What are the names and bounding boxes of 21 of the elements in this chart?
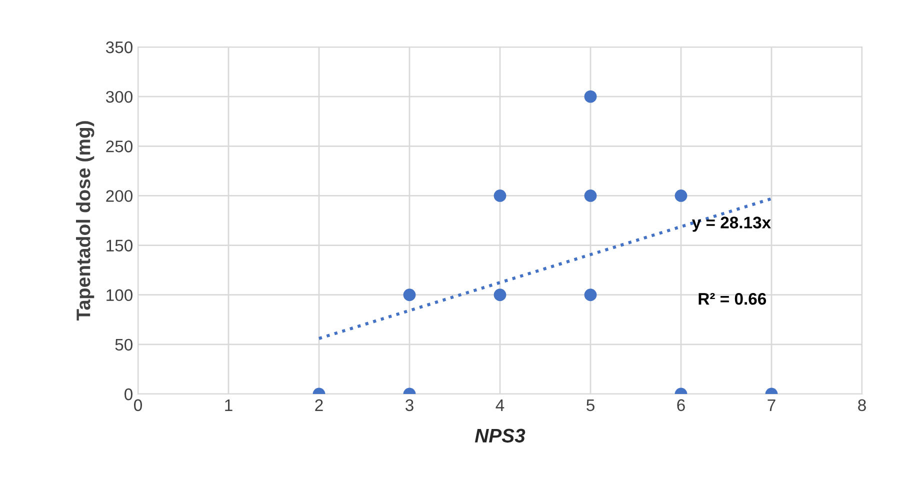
y-tick-label: 350	[106, 41, 132, 54]
y-tick-label: 200	[106, 190, 132, 202]
x-tick-label: 6	[677, 399, 685, 412]
x-tick-label: 7	[768, 399, 776, 411]
x-tick-label: 8	[858, 399, 866, 412]
x-tick-label: 4	[496, 399, 504, 411]
y-tick-label: 0	[124, 388, 132, 400]
x-tick-label: 2	[315, 399, 323, 411]
x-tick-label: 0	[134, 399, 142, 412]
annotation: R² = 0.66	[698, 292, 766, 305]
y-tick-label: 300	[106, 90, 132, 103]
y-tick-label: 100	[106, 289, 132, 302]
annotation: y = 28.13x	[692, 216, 771, 232]
y-axis-title: Tapentadol dose (mg)	[76, 121, 94, 321]
x-axis-title: NPS3	[474, 428, 526, 443]
x-tick-label: 1	[225, 399, 232, 411]
y-tick-label: 250	[106, 140, 132, 152]
y-tick-label: 150	[106, 240, 132, 252]
x-tick-label: 3	[406, 399, 414, 412]
x-tick-label: 5	[586, 399, 594, 412]
y-tick-label: 50	[115, 338, 132, 351]
